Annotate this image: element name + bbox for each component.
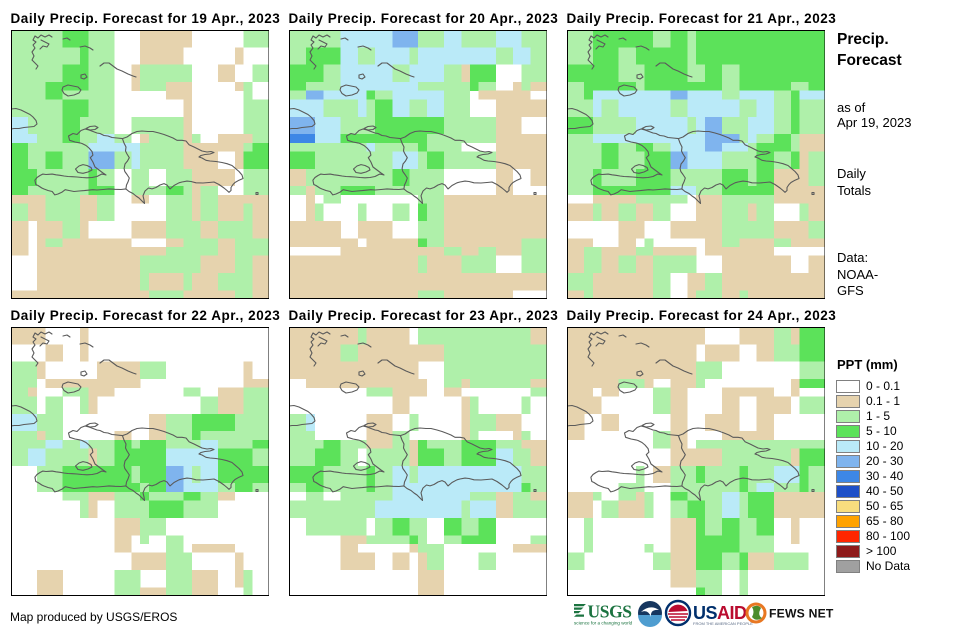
svg-text:USAID: USAID — [693, 603, 747, 623]
svg-text:science for a changing world: science for a changing world — [574, 621, 633, 626]
svg-text:FEWS NET: FEWS NET — [769, 607, 834, 621]
svg-text:USGS: USGS — [588, 602, 632, 622]
svg-text:FROM THE AMERICAN PEOPLE: FROM THE AMERICAN PEOPLE — [693, 621, 753, 626]
